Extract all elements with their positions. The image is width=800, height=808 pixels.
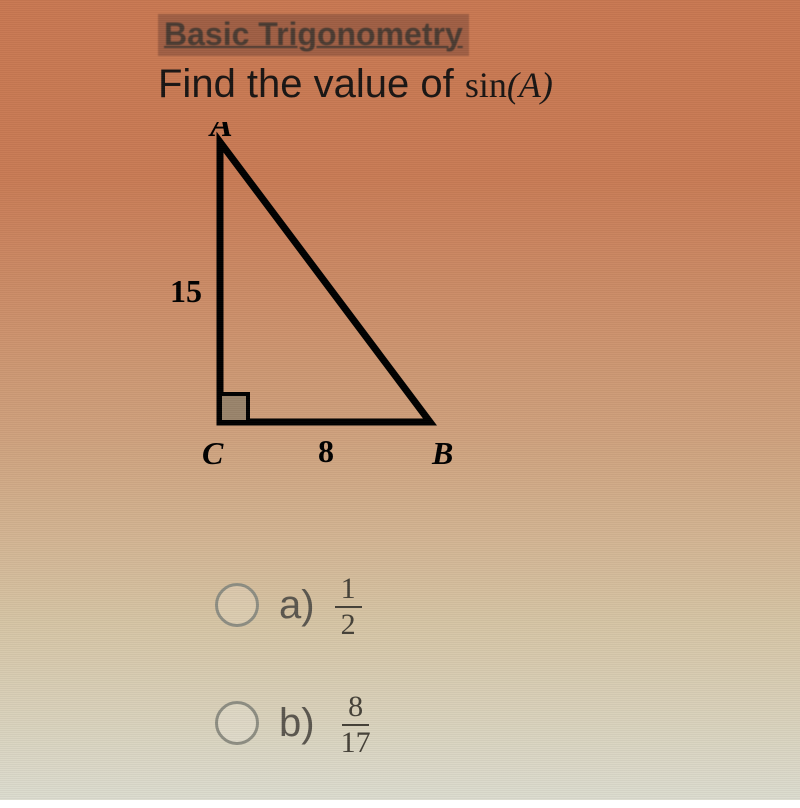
fraction-denominator: 17 <box>335 726 377 758</box>
prompt-function: sin <box>465 65 507 105</box>
answer-options: a) 1 2 b) 8 17 <box>215 572 377 808</box>
page: Basic Trigonometry Find the value of sin… <box>0 0 800 800</box>
fraction-numerator: 1 <box>335 574 362 608</box>
fraction-numerator: 8 <box>342 692 369 726</box>
vertex-label-A: A <box>208 122 233 144</box>
right-angle-marker <box>220 394 248 422</box>
option-letter: b) <box>279 701 315 746</box>
triangle-svg: A C B 15 8 <box>150 122 510 482</box>
radio-icon[interactable] <box>215 583 259 627</box>
section-title-text: Basic Trigonometry <box>164 16 463 52</box>
question-prompt: Find the value of sin(A) <box>158 62 553 107</box>
section-title: Basic Trigonometry <box>158 14 469 56</box>
triangle-diagram: A C B 15 8 <box>150 122 510 482</box>
prompt-lead: Find the value of <box>158 62 465 106</box>
vertex-label-C: C <box>202 435 224 471</box>
option-a-fraction: 1 2 <box>335 574 362 640</box>
radio-icon[interactable] <box>215 701 259 745</box>
side-label-AC: 15 <box>170 273 202 309</box>
side-label-CB: 8 <box>318 433 334 469</box>
option-b[interactable]: b) 8 17 <box>215 690 377 756</box>
option-a[interactable]: a) 1 2 <box>215 572 377 638</box>
vertex-label-B: B <box>431 435 453 471</box>
option-b-fraction: 8 17 <box>335 692 377 758</box>
triangle-shape <box>220 142 430 422</box>
option-letter: a) <box>279 583 315 628</box>
prompt-arg: A <box>519 65 541 105</box>
fraction-denominator: 2 <box>335 608 362 640</box>
